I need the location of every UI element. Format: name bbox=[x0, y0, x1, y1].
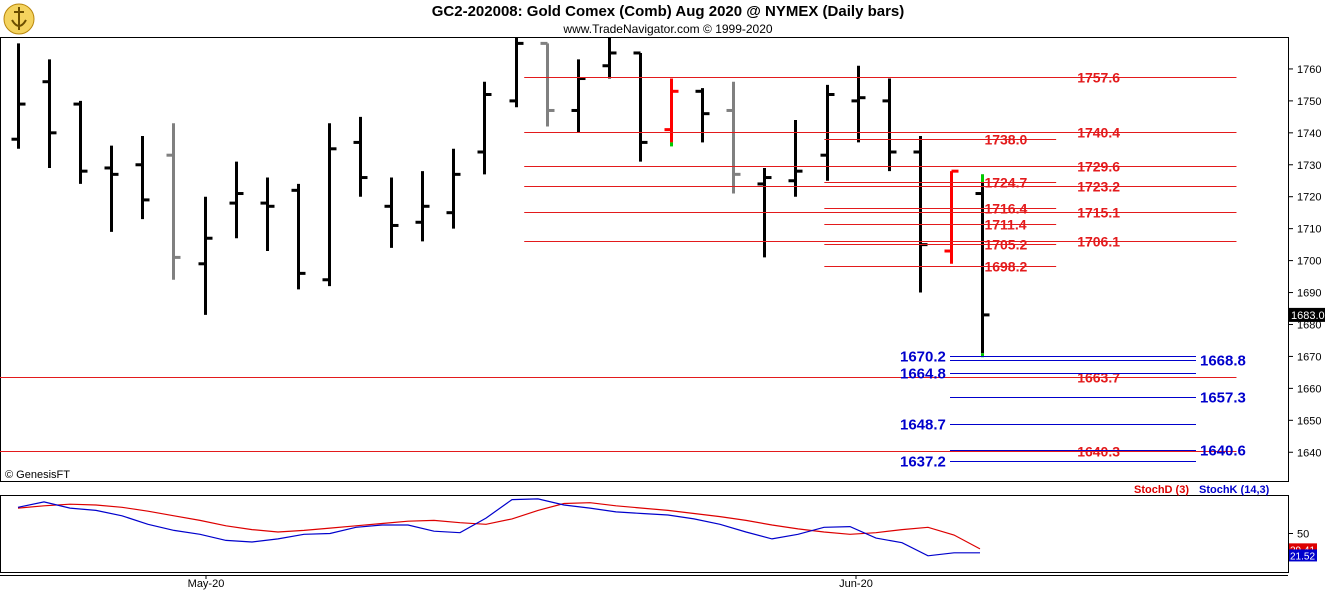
red-level-label: 1715.1 bbox=[1077, 205, 1120, 221]
stoch-k-last-label: 21.52 bbox=[1290, 551, 1315, 562]
red-level-label: 1663.7 bbox=[1077, 370, 1120, 386]
blue-level-label: 1637.2 bbox=[900, 454, 946, 471]
price-tick-label: 1650 bbox=[1297, 415, 1321, 427]
red-level-label: 1698.2 bbox=[984, 259, 1027, 275]
trade-navigator-logo-icon bbox=[2, 2, 36, 41]
blue-level-label: 1648.7 bbox=[900, 417, 946, 434]
stoch-tick-label: 50 bbox=[1297, 529, 1309, 541]
red-level-label: 1740.4 bbox=[1077, 125, 1120, 141]
red-level-label: 1723.2 bbox=[1077, 179, 1120, 195]
red-level-label: 1724.7 bbox=[984, 175, 1027, 191]
blue-level-label: 1670.2 bbox=[900, 349, 946, 366]
date-label: May-20 bbox=[188, 578, 225, 590]
price-tick-label: 1760 bbox=[1297, 64, 1321, 76]
blue-level-label: 1664.8 bbox=[900, 366, 946, 383]
blue-level-label: 1640.6 bbox=[1200, 443, 1246, 460]
blue-level-label: 1668.8 bbox=[1200, 353, 1246, 370]
price-tick-label: 1680 bbox=[1297, 319, 1321, 331]
stoch-panel-frame bbox=[0, 495, 1289, 573]
stoch-d-legend: StochD (3) bbox=[1134, 484, 1189, 496]
price-tick-label: 1640 bbox=[1297, 447, 1321, 459]
last-price-box bbox=[1289, 307, 1325, 322]
red-level-label: 1705.2 bbox=[984, 237, 1027, 253]
last-price-label: 1683.0 bbox=[1291, 310, 1325, 322]
chart-subtitle: www.TradeNavigator.com © 1999-2020 bbox=[563, 22, 773, 36]
price-tick-label: 1670 bbox=[1297, 351, 1321, 363]
red-level-label: 1716.4 bbox=[984, 201, 1027, 217]
red-level-label: 1711.4 bbox=[984, 217, 1026, 233]
price-tick-label: 1740 bbox=[1297, 128, 1321, 140]
price-tick-label: 1730 bbox=[1297, 160, 1321, 172]
stoch-d-line bbox=[17, 502, 981, 550]
chart-title: GC2-202008: Gold Comex (Comb) Aug 2020 @… bbox=[431, 3, 905, 20]
price-panel-frame bbox=[0, 37, 1289, 482]
red-level-label: 1706.1 bbox=[1077, 234, 1120, 250]
price-tick-label: 1660 bbox=[1297, 383, 1321, 395]
price-tick-label: 1700 bbox=[1297, 256, 1321, 268]
genesis-watermark: © GenesisFT bbox=[5, 469, 70, 481]
price-tick-label: 1750 bbox=[1297, 96, 1321, 108]
price-tick-label: 1710 bbox=[1297, 224, 1321, 236]
stoch-k-legend: StochK (14,3) bbox=[1199, 484, 1270, 496]
red-level-label: 1640.3 bbox=[1077, 444, 1120, 460]
date-label: Jun-20 bbox=[839, 578, 873, 590]
price-tick-label: 1690 bbox=[1297, 288, 1321, 300]
red-level-label: 1729.6 bbox=[1077, 159, 1120, 175]
stoch-k-last-box bbox=[1289, 549, 1317, 562]
red-level-label: 1757.6 bbox=[1077, 70, 1120, 86]
stoch-k-line bbox=[17, 498, 980, 557]
price-tick-label: 1720 bbox=[1297, 192, 1321, 204]
red-level-label: 1738.0 bbox=[984, 132, 1027, 148]
blue-level-label: 1657.3 bbox=[1200, 390, 1246, 407]
